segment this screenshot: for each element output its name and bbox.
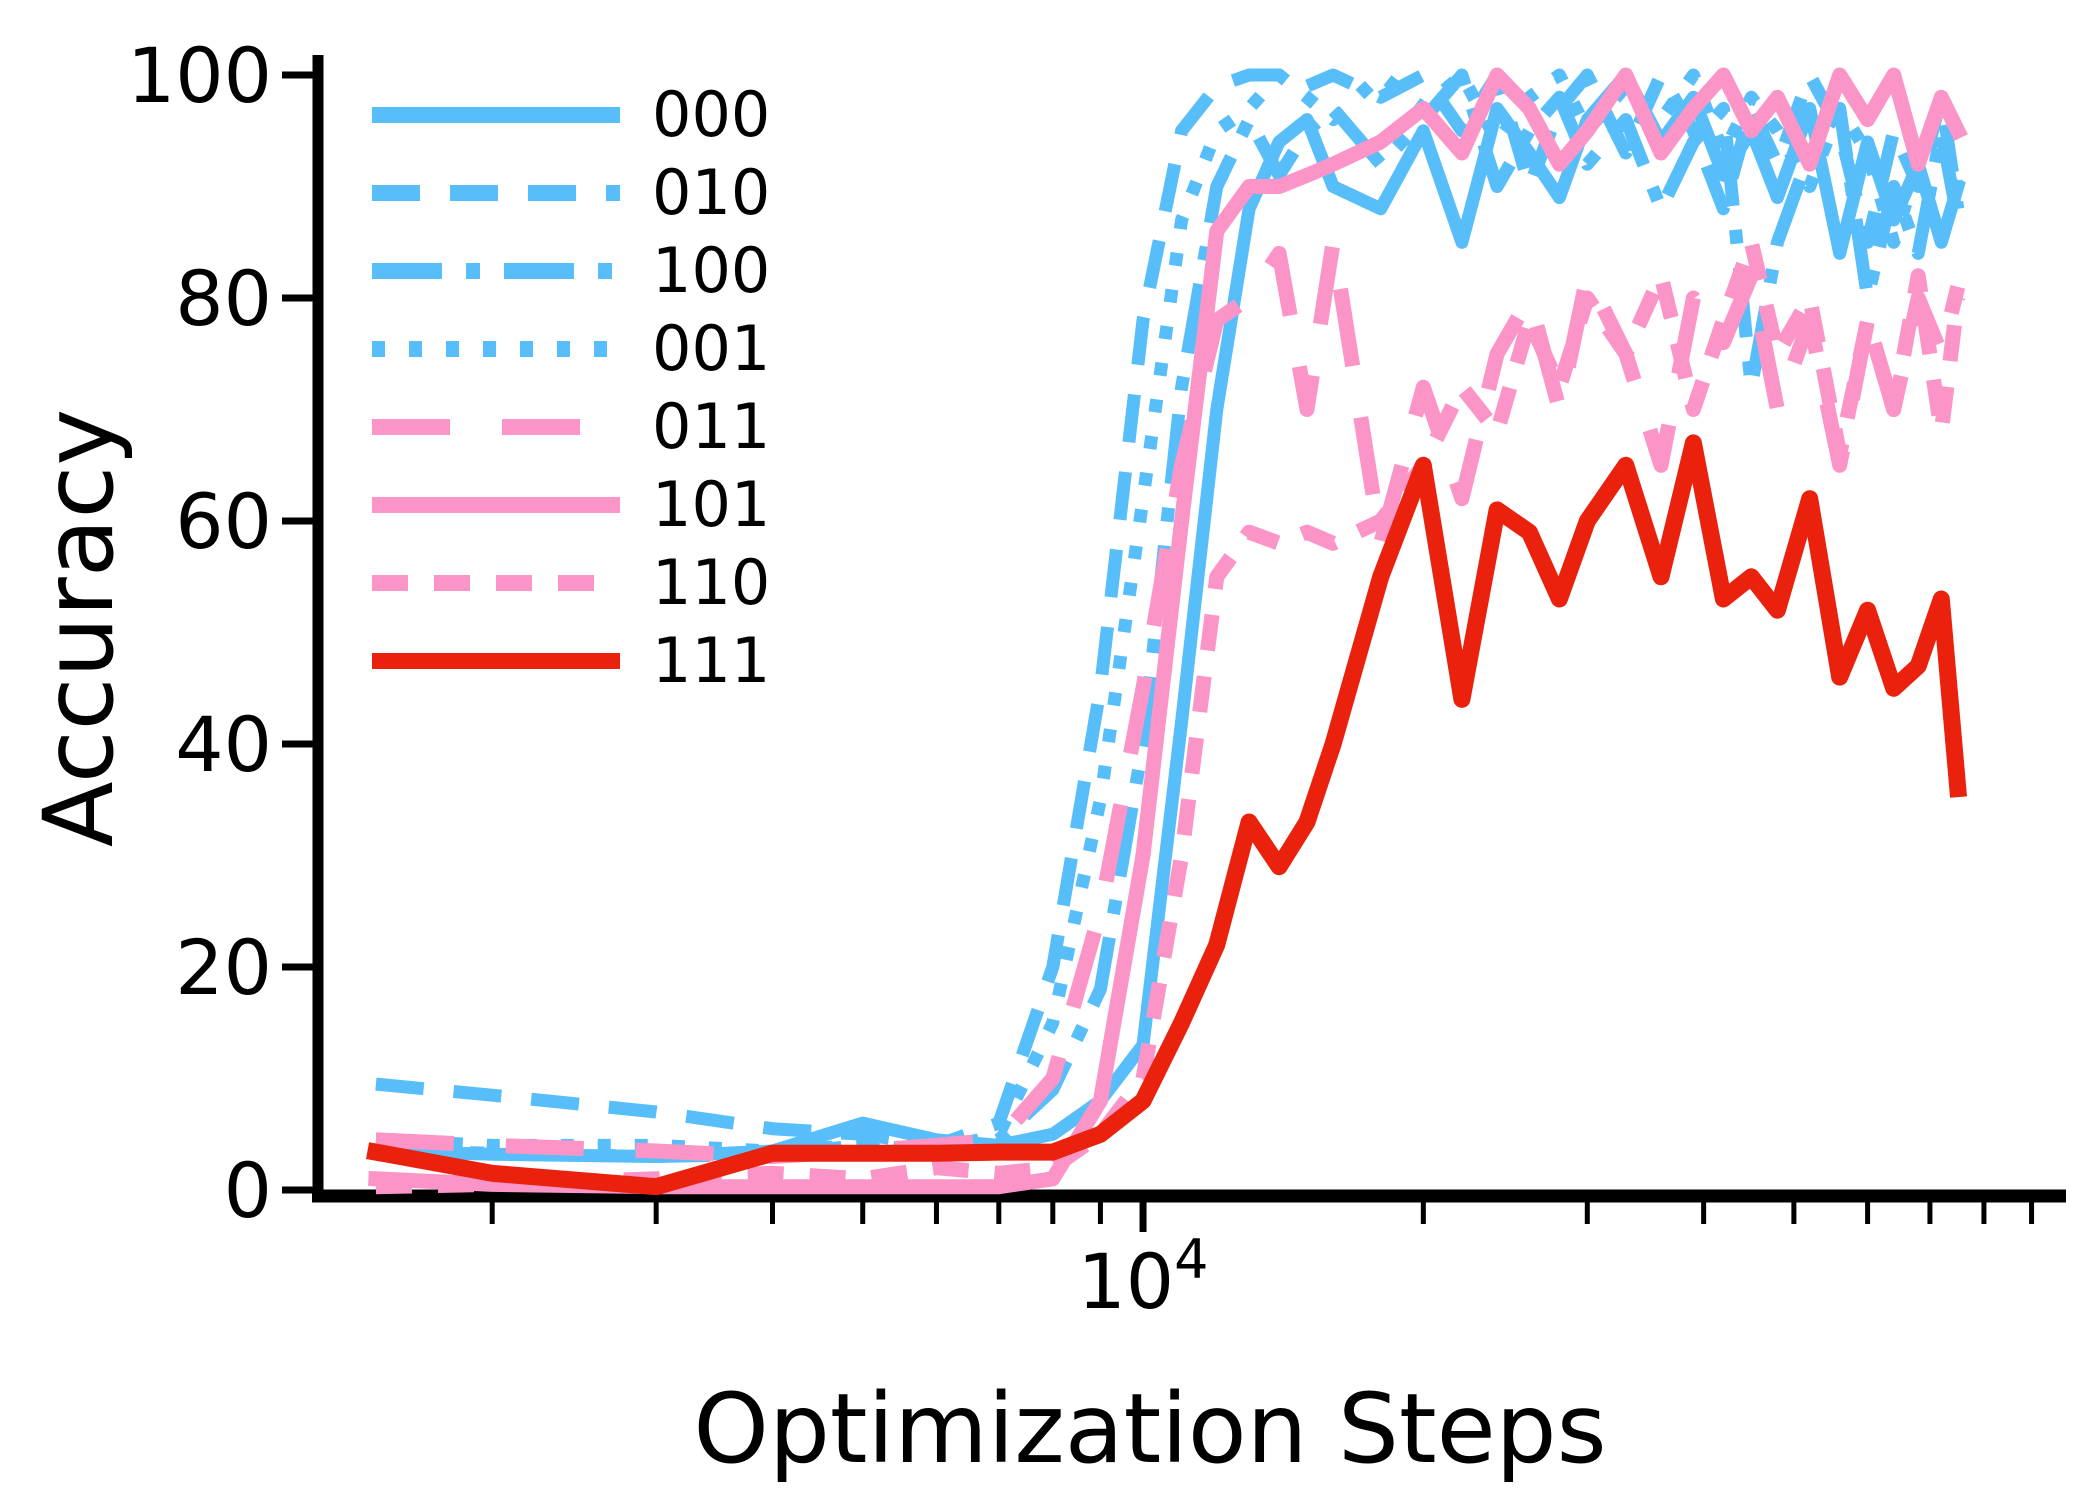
legend-label-100: 100 bbox=[652, 234, 770, 307]
legend-label-011: 011 bbox=[652, 390, 770, 463]
y-tick-label-20: 20 bbox=[175, 923, 272, 1012]
x-axis-title: Optimization Steps bbox=[693, 1373, 1606, 1485]
series-line-011 bbox=[375, 234, 1966, 1164]
y-tick-label-100: 100 bbox=[127, 31, 272, 120]
legend-entry-000: 000 bbox=[372, 78, 770, 151]
legend-label-101: 101 bbox=[652, 468, 770, 541]
series-line-110 bbox=[375, 234, 1966, 1195]
y-tick-label-60: 60 bbox=[175, 477, 272, 566]
legend-entry-100: 100 bbox=[372, 234, 770, 307]
series-lines bbox=[366, 67, 1968, 1196]
legend-entry-001: 001 bbox=[372, 312, 770, 385]
legend-entry-111: 111 bbox=[372, 624, 770, 697]
legend-label-000: 000 bbox=[652, 78, 770, 151]
legend-entry-010: 010 bbox=[372, 156, 770, 229]
series-line-111 bbox=[366, 434, 1968, 1196]
series-line-101 bbox=[368, 67, 1968, 1195]
axis-labels: Accuracy Optimization Steps 104 bbox=[23, 409, 1607, 1485]
x-major-tick-label: 104 bbox=[1077, 1228, 1208, 1326]
y-tick-labels: 0 20 40 60 80 100 bbox=[127, 31, 272, 1235]
tick-marks bbox=[282, 71, 2035, 1232]
legend-label-111: 111 bbox=[652, 624, 770, 697]
legend-entry-110: 110 bbox=[372, 546, 770, 619]
y-axis-title: Accuracy bbox=[23, 409, 135, 847]
axes bbox=[312, 55, 2066, 1203]
y-tick-label-0: 0 bbox=[224, 1146, 272, 1235]
legend-label-001: 001 bbox=[652, 312, 770, 385]
legend-label-010: 010 bbox=[652, 156, 770, 229]
legend-entry-101: 101 bbox=[372, 468, 770, 541]
y-tick-label-80: 80 bbox=[175, 254, 272, 343]
legend-entry-011: 011 bbox=[372, 390, 770, 463]
y-tick-label-40: 40 bbox=[175, 700, 272, 789]
legend-label-110: 110 bbox=[652, 546, 770, 619]
